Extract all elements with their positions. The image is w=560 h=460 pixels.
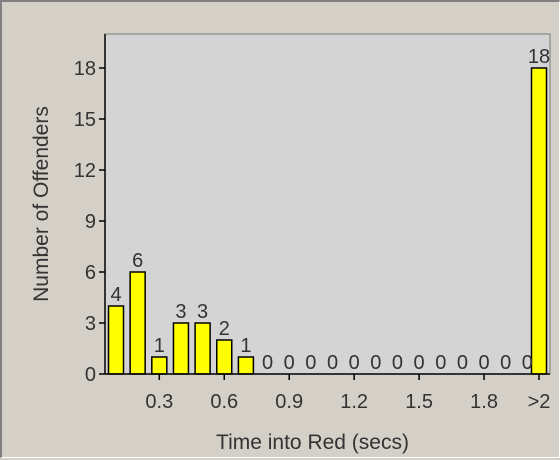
- x-tick-label: 1.8: [470, 391, 498, 413]
- y-tick-label: 0: [85, 364, 96, 386]
- y-axis-title: Number of Offenders: [30, 106, 53, 302]
- y-tick-label: 9: [85, 211, 96, 233]
- y-tick-label: 18: [74, 58, 96, 80]
- bar-3: [151, 356, 168, 375]
- bar-2: [129, 271, 146, 375]
- x-tick-label: 1.2: [340, 391, 368, 413]
- data-label-2: 6: [132, 250, 143, 272]
- data-label-6: 2: [219, 318, 230, 340]
- data-label-3: 1: [154, 335, 165, 357]
- bar-21: [530, 67, 548, 375]
- data-label-19: 0: [500, 352, 511, 374]
- y-tick-label: 15: [74, 109, 96, 131]
- bar-4: [172, 322, 190, 375]
- x-tick-label: 0.6: [210, 391, 238, 413]
- data-label-20: 0: [522, 352, 533, 374]
- x-tick-label: 1.5: [405, 391, 433, 413]
- data-label-14: 0: [392, 352, 403, 374]
- y-tick-label: 3: [85, 313, 96, 335]
- y-axis-ticks: 0 3 6 9 12 15 18: [74, 58, 105, 386]
- data-label-12: 0: [349, 352, 360, 374]
- data-label-11: 0: [327, 352, 338, 374]
- bar-6: [216, 339, 233, 375]
- data-label-17: 0: [457, 352, 468, 374]
- x-axis-title: Time into Red (secs): [216, 431, 409, 454]
- data-label-7: 1: [240, 335, 251, 357]
- y-tick-label: 6: [85, 262, 96, 284]
- bar-1: [107, 305, 125, 375]
- bar-7: [237, 356, 255, 375]
- data-label-8: 0: [262, 352, 273, 374]
- data-label-21: 18: [528, 46, 550, 68]
- data-label-5: 3: [197, 301, 208, 323]
- data-label-15: 0: [414, 352, 425, 374]
- x-tick-label: 0.9: [275, 391, 303, 413]
- data-label-1: 4: [110, 284, 121, 306]
- data-label-13: 0: [370, 352, 381, 374]
- data-label-4: 3: [175, 301, 186, 323]
- x-tick-label: 0.3: [145, 391, 173, 413]
- bar-group: [107, 67, 548, 375]
- data-label-16: 0: [435, 352, 446, 374]
- data-label-10: 0: [305, 352, 316, 374]
- data-label-18: 0: [478, 352, 489, 374]
- x-tick-label: >2: [528, 391, 551, 413]
- x-axis-ticks: 0.3 0.6 0.9 1.2 1.5 1.8 >2: [145, 374, 550, 413]
- data-label-9: 0: [284, 352, 295, 374]
- bar-5: [194, 322, 211, 375]
- plot-area: [104, 33, 551, 375]
- y-tick-label: 12: [74, 160, 96, 182]
